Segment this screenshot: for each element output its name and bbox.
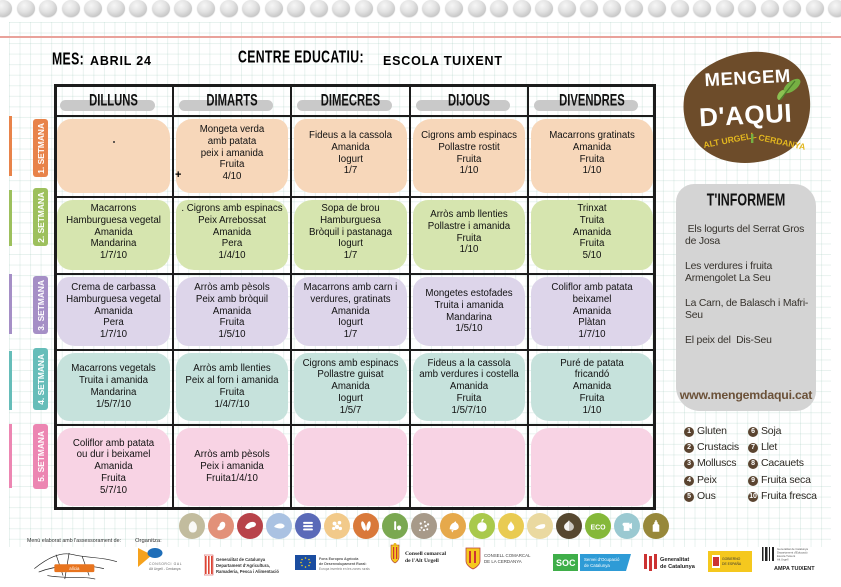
svg-text:MENGEM: MENGEM: [704, 65, 791, 90]
svg-text:CONSORCI GAL: CONSORCI GAL: [149, 562, 182, 566]
svg-text:DE ESPAÑA: DE ESPAÑA: [722, 561, 742, 566]
svg-text:Alt Urgell: Alt Urgell: [777, 558, 789, 562]
svg-text:Servei d'Ocupació: Servei d'Ocupació: [584, 557, 620, 562]
svg-text:SOC: SOC: [556, 558, 576, 568]
svg-text:Consell comarcal: Consell comarcal: [405, 551, 447, 557]
svg-text:Europa inverteix en les zones: Europa inverteix en les zones rurals: [319, 567, 370, 571]
svg-text:DE LA CERDANYA: DE LA CERDANYA: [484, 559, 522, 564]
svg-text:Generalitat: Generalitat: [660, 557, 689, 563]
svg-text:Ramaderia, Pesca i Alimentació: Ramaderia, Pesca i Alimentació: [216, 569, 279, 574]
svg-text:Alt Urgell - Cerdanya: Alt Urgell - Cerdanya: [149, 567, 181, 571]
svg-text:de Catalunya: de Catalunya: [584, 563, 610, 568]
svg-text:Departament d'Agricultura,: Departament d'Agricultura,: [216, 563, 270, 568]
svg-text:Fons Europeu Agrícola: Fons Europeu Agrícola: [319, 557, 359, 561]
svg-text:D'AQUI: D'AQUI: [698, 98, 792, 133]
svg-text:de Catalunya: de Catalunya: [660, 564, 696, 570]
svg-text:alícia: alícia: [69, 566, 80, 571]
svg-text:AMPA TUIXENT: AMPA TUIXENT: [774, 566, 815, 572]
svg-text:de Desenvolupament Rural:: de Desenvolupament Rural:: [319, 562, 367, 566]
svg-text:Escola Tuixent: Escola Tuixent: [777, 554, 795, 558]
svg-text:GOBIERNO: GOBIERNO: [722, 557, 741, 561]
svg-text:Generalitat de Catalunya: Generalitat de Catalunya: [216, 557, 266, 562]
svg-text:de l'Alt Urgell: de l'Alt Urgell: [405, 558, 439, 564]
svg-text:Generalitat de Catalunya: Generalitat de Catalunya: [777, 547, 808, 551]
svg-text:ECO: ECO: [590, 524, 606, 531]
svg-text:Departament d'Educació: Departament d'Educació: [777, 551, 808, 555]
svg-text:CONSELL COMARCAL: CONSELL COMARCAL: [484, 553, 531, 558]
